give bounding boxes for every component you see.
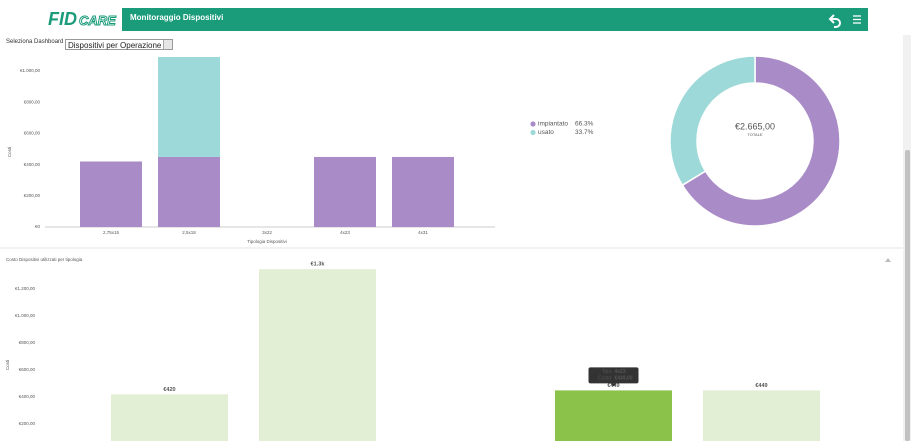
tooltip-text: Tipo:: [602, 369, 613, 375]
chart-title: Costo Dispositivi utilizzati per tipolog…: [6, 257, 83, 262]
donut-total: €2.665,00: [735, 121, 775, 131]
bar: [703, 390, 820, 441]
header-bar: FID CARE Monitoraggio Dispositivi: [48, 8, 868, 31]
logo[interactable]: FID CARE: [48, 8, 122, 31]
select-arrow[interactable]: [163, 40, 172, 49]
donut-slice: [681, 55, 841, 227]
y-axis-title: Costi: [5, 360, 10, 370]
bar: [111, 394, 228, 441]
x-tick-label: 2,75x15: [103, 230, 120, 235]
x-tick-label: 4x23: [340, 230, 350, 235]
bar-segment: [80, 161, 142, 227]
bar: [555, 390, 672, 441]
tooltip-text: Costo:: [598, 376, 612, 382]
select-value: Dispositivi per Operazione: [68, 41, 162, 50]
y-tick-label: €400,00: [19, 394, 36, 399]
y-tick-label: €1.200,00: [15, 286, 36, 291]
y-tick-label: €0: [35, 224, 41, 229]
x-tick-label: 3x22: [262, 230, 272, 235]
selector-label: Seleziona Dashboard: [6, 39, 64, 45]
bar-segment: [392, 156, 454, 227]
y-tick-label: €200,00: [24, 193, 41, 198]
logo-secondary: CARE: [79, 13, 117, 29]
bar-segment: [314, 156, 376, 227]
donut-slice: [669, 55, 756, 187]
value-label: €420: [163, 387, 175, 393]
y-tick-label: €800,00: [24, 99, 41, 104]
legend-value: 33.7%: [575, 129, 594, 136]
donut-caption: TOTALE: [747, 132, 763, 137]
plot: [80, 57, 454, 227]
dashboard-select[interactable]: Dispositivi per Operazione: [65, 39, 173, 50]
bar-segment: [158, 57, 220, 157]
legend-value: 66.3%: [575, 121, 594, 128]
legend-swatch: [530, 129, 536, 136]
collapse-icon[interactable]: [885, 258, 891, 262]
value-label: €449: [755, 383, 767, 389]
y-tick-label: €1.000,00: [20, 68, 41, 73]
y-tick-label: €600,00: [24, 131, 41, 136]
y-tick-label: €400,00: [24, 162, 41, 167]
legend-label: usato: [538, 129, 554, 136]
y-axis-title: Costi: [7, 147, 12, 157]
tooltip-arrow: [610, 383, 617, 387]
y-tick-label: €600,00: [19, 367, 36, 372]
scroll-thumb[interactable]: [905, 150, 910, 441]
legend-swatch: [530, 121, 536, 127]
tooltip-text: 4x23: [615, 369, 626, 375]
y-tick-label: €1.000,00: [15, 313, 36, 318]
undo-icon[interactable]: [828, 14, 841, 28]
x-tick-label: 2,5x18: [182, 230, 196, 235]
legend-label: impiantato: [538, 121, 568, 128]
header-title: Monitoraggio Dispositivi: [130, 13, 224, 22]
y-tick-label: €800,00: [19, 340, 36, 345]
tooltip-box: [588, 367, 639, 384]
x-axis-title: Tipologia Dispositivi: [247, 239, 287, 244]
menu-icon[interactable]: [853, 15, 861, 24]
header-icons: [828, 14, 861, 28]
logo-primary: FID: [48, 9, 77, 29]
tooltip-text: €449,00: [615, 376, 633, 382]
y-tick-label: €200,00: [19, 421, 36, 426]
bar-segment: [158, 156, 220, 227]
bar: [259, 269, 376, 441]
x-tick-label: 4x31: [418, 230, 428, 235]
value-label: €1.3k: [311, 262, 326, 268]
